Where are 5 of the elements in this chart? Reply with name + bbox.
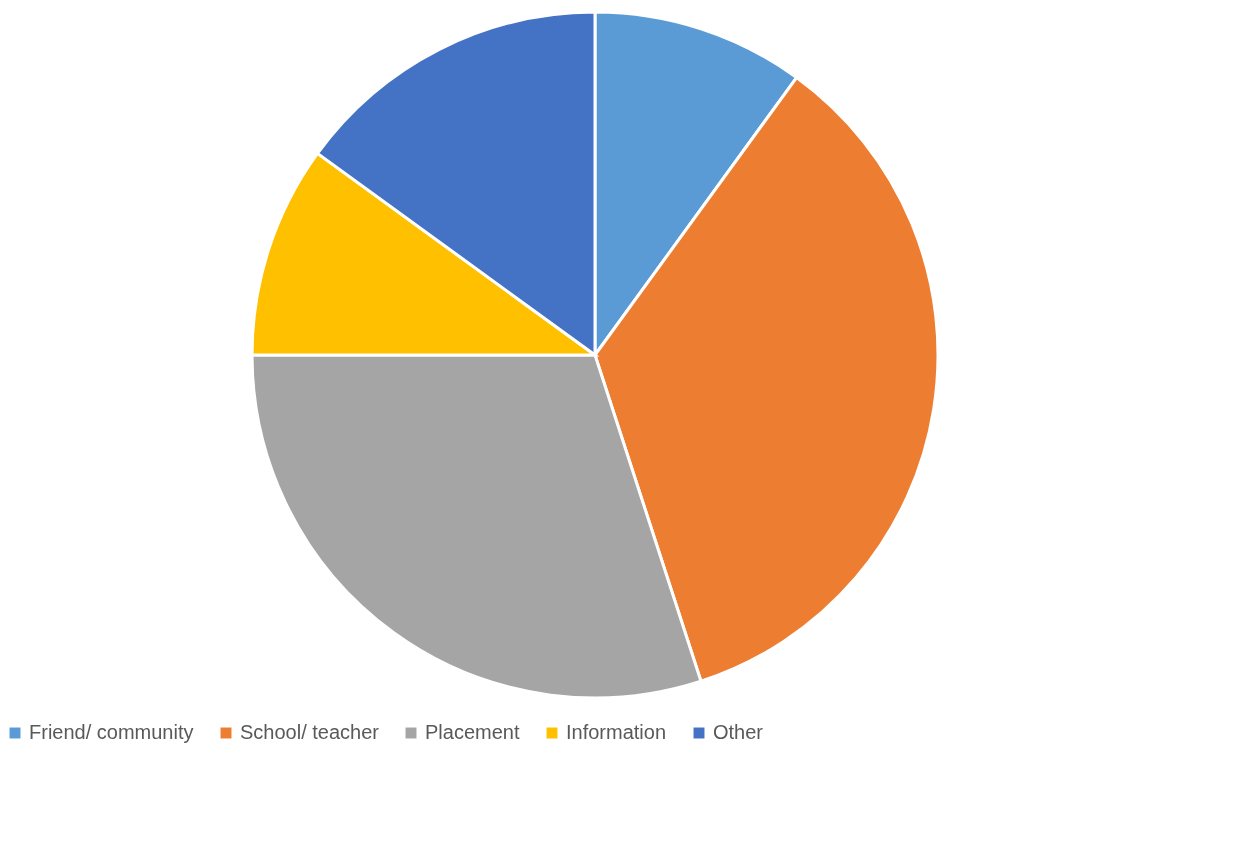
legend-label: Information [566, 721, 667, 743]
legend-label: Friend/ community [29, 721, 194, 743]
legend-label: Placement [425, 721, 520, 743]
legend-label: School/ teacher [240, 721, 380, 743]
legend-label: Other [713, 721, 764, 743]
